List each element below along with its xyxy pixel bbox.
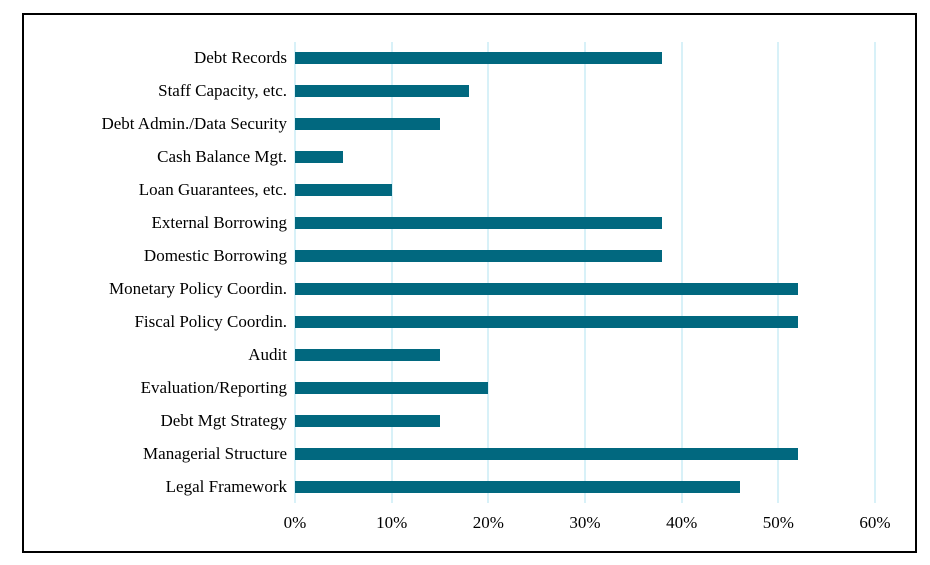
category-label: Legal Framework <box>165 476 287 496</box>
bar <box>295 348 440 361</box>
category-label: Debt Admin./Data Security <box>101 114 287 134</box>
x-tick-label: 30% <box>569 513 601 532</box>
bar <box>295 381 489 394</box>
bar <box>295 315 798 328</box>
bar <box>295 85 469 98</box>
category-label: External Borrowing <box>151 213 288 233</box>
bar <box>295 118 440 131</box>
bar <box>295 52 663 65</box>
bar <box>295 151 344 164</box>
bar <box>295 447 798 460</box>
gridline <box>874 42 876 503</box>
category-label: Loan Guarantees, etc. <box>138 180 287 200</box>
category-label: Evaluation/Reporting <box>140 377 287 397</box>
gridline <box>680 42 683 503</box>
bar <box>295 184 392 197</box>
category-label: Domestic Borrowing <box>143 246 287 266</box>
gridline <box>390 42 393 503</box>
category-label: Debt Records <box>193 48 287 68</box>
gridline <box>777 42 780 503</box>
bar <box>295 217 663 230</box>
bar <box>295 282 798 295</box>
x-tick-label: 20% <box>472 513 504 532</box>
gridline <box>294 42 296 503</box>
x-tick-label: 10% <box>376 513 408 532</box>
x-tick-label: 0% <box>283 513 307 532</box>
x-tick-label: 50% <box>762 513 794 532</box>
category-label: Debt Mgt Strategy <box>160 410 287 430</box>
x-tick-label: 60% <box>859 513 891 532</box>
category-label: Monetary Policy Coordin. <box>108 278 287 298</box>
category-label: Fiscal Policy Coordin. <box>134 311 287 331</box>
category-label: Audit <box>248 344 287 364</box>
bar <box>295 414 440 427</box>
gridline <box>584 42 586 503</box>
category-label: Managerial Structure <box>143 443 287 463</box>
bar <box>295 480 740 493</box>
bar <box>295 250 663 263</box>
x-tick-label: 40% <box>666 513 698 532</box>
category-label: Cash Balance Mgt. <box>157 147 287 167</box>
gridline <box>487 42 490 503</box>
category-label: Staff Capacity, etc. <box>158 81 287 101</box>
